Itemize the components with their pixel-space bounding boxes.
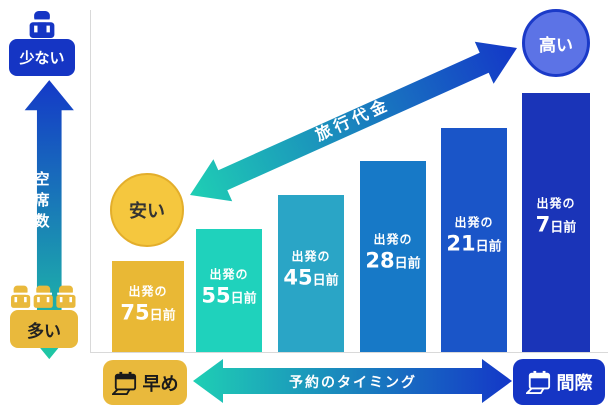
price-bar-21days: 出発の 21日前: [441, 128, 507, 352]
vacancy-few-badge: 少ない: [9, 39, 75, 76]
bar-label: 出発の 45日前: [283, 249, 339, 290]
seat-icon: [29, 11, 55, 38]
price-bar-28days: 出発の 28日前: [360, 161, 426, 352]
vacancy-many-label: 多い: [27, 321, 61, 342]
last-minute-label: 間際: [556, 373, 593, 394]
vacancy-axis-label: 空席数: [32, 170, 51, 234]
bar-label: 出発の 21日前: [446, 214, 502, 255]
calendar-icon: [111, 371, 136, 395]
expensive-badge: 高い: [522, 9, 590, 77]
early-badge: 早め: [103, 360, 187, 405]
vacancy-few-label: 少ない: [19, 49, 65, 67]
price-bar-7days: 出発の 7日前: [522, 93, 590, 352]
bar-label: 出発の 28日前: [365, 232, 421, 273]
calendar-icon: [525, 370, 550, 394]
cheap-badge: 安い: [110, 173, 184, 247]
timing-axis-label: 予約のタイミング: [289, 375, 417, 391]
vacancy-many-badge: 多い: [10, 310, 78, 348]
seats-icon: [11, 285, 76, 308]
price-bar-75days: 出発の 75日前: [112, 261, 184, 352]
cheap-label: 安い: [129, 201, 165, 222]
price-bar-55days: 出発の 55日前: [196, 229, 262, 352]
bar-label: 出発の 7日前: [535, 196, 577, 237]
bar-label: 出発の 75日前: [120, 284, 176, 325]
bar-label: 出発の 55日前: [201, 267, 257, 308]
last-minute-badge: 間際: [513, 359, 605, 405]
early-label: 早め: [142, 373, 179, 395]
expensive-label: 高い: [539, 35, 573, 56]
price-bar-45days: 出発の 45日前: [278, 195, 344, 352]
